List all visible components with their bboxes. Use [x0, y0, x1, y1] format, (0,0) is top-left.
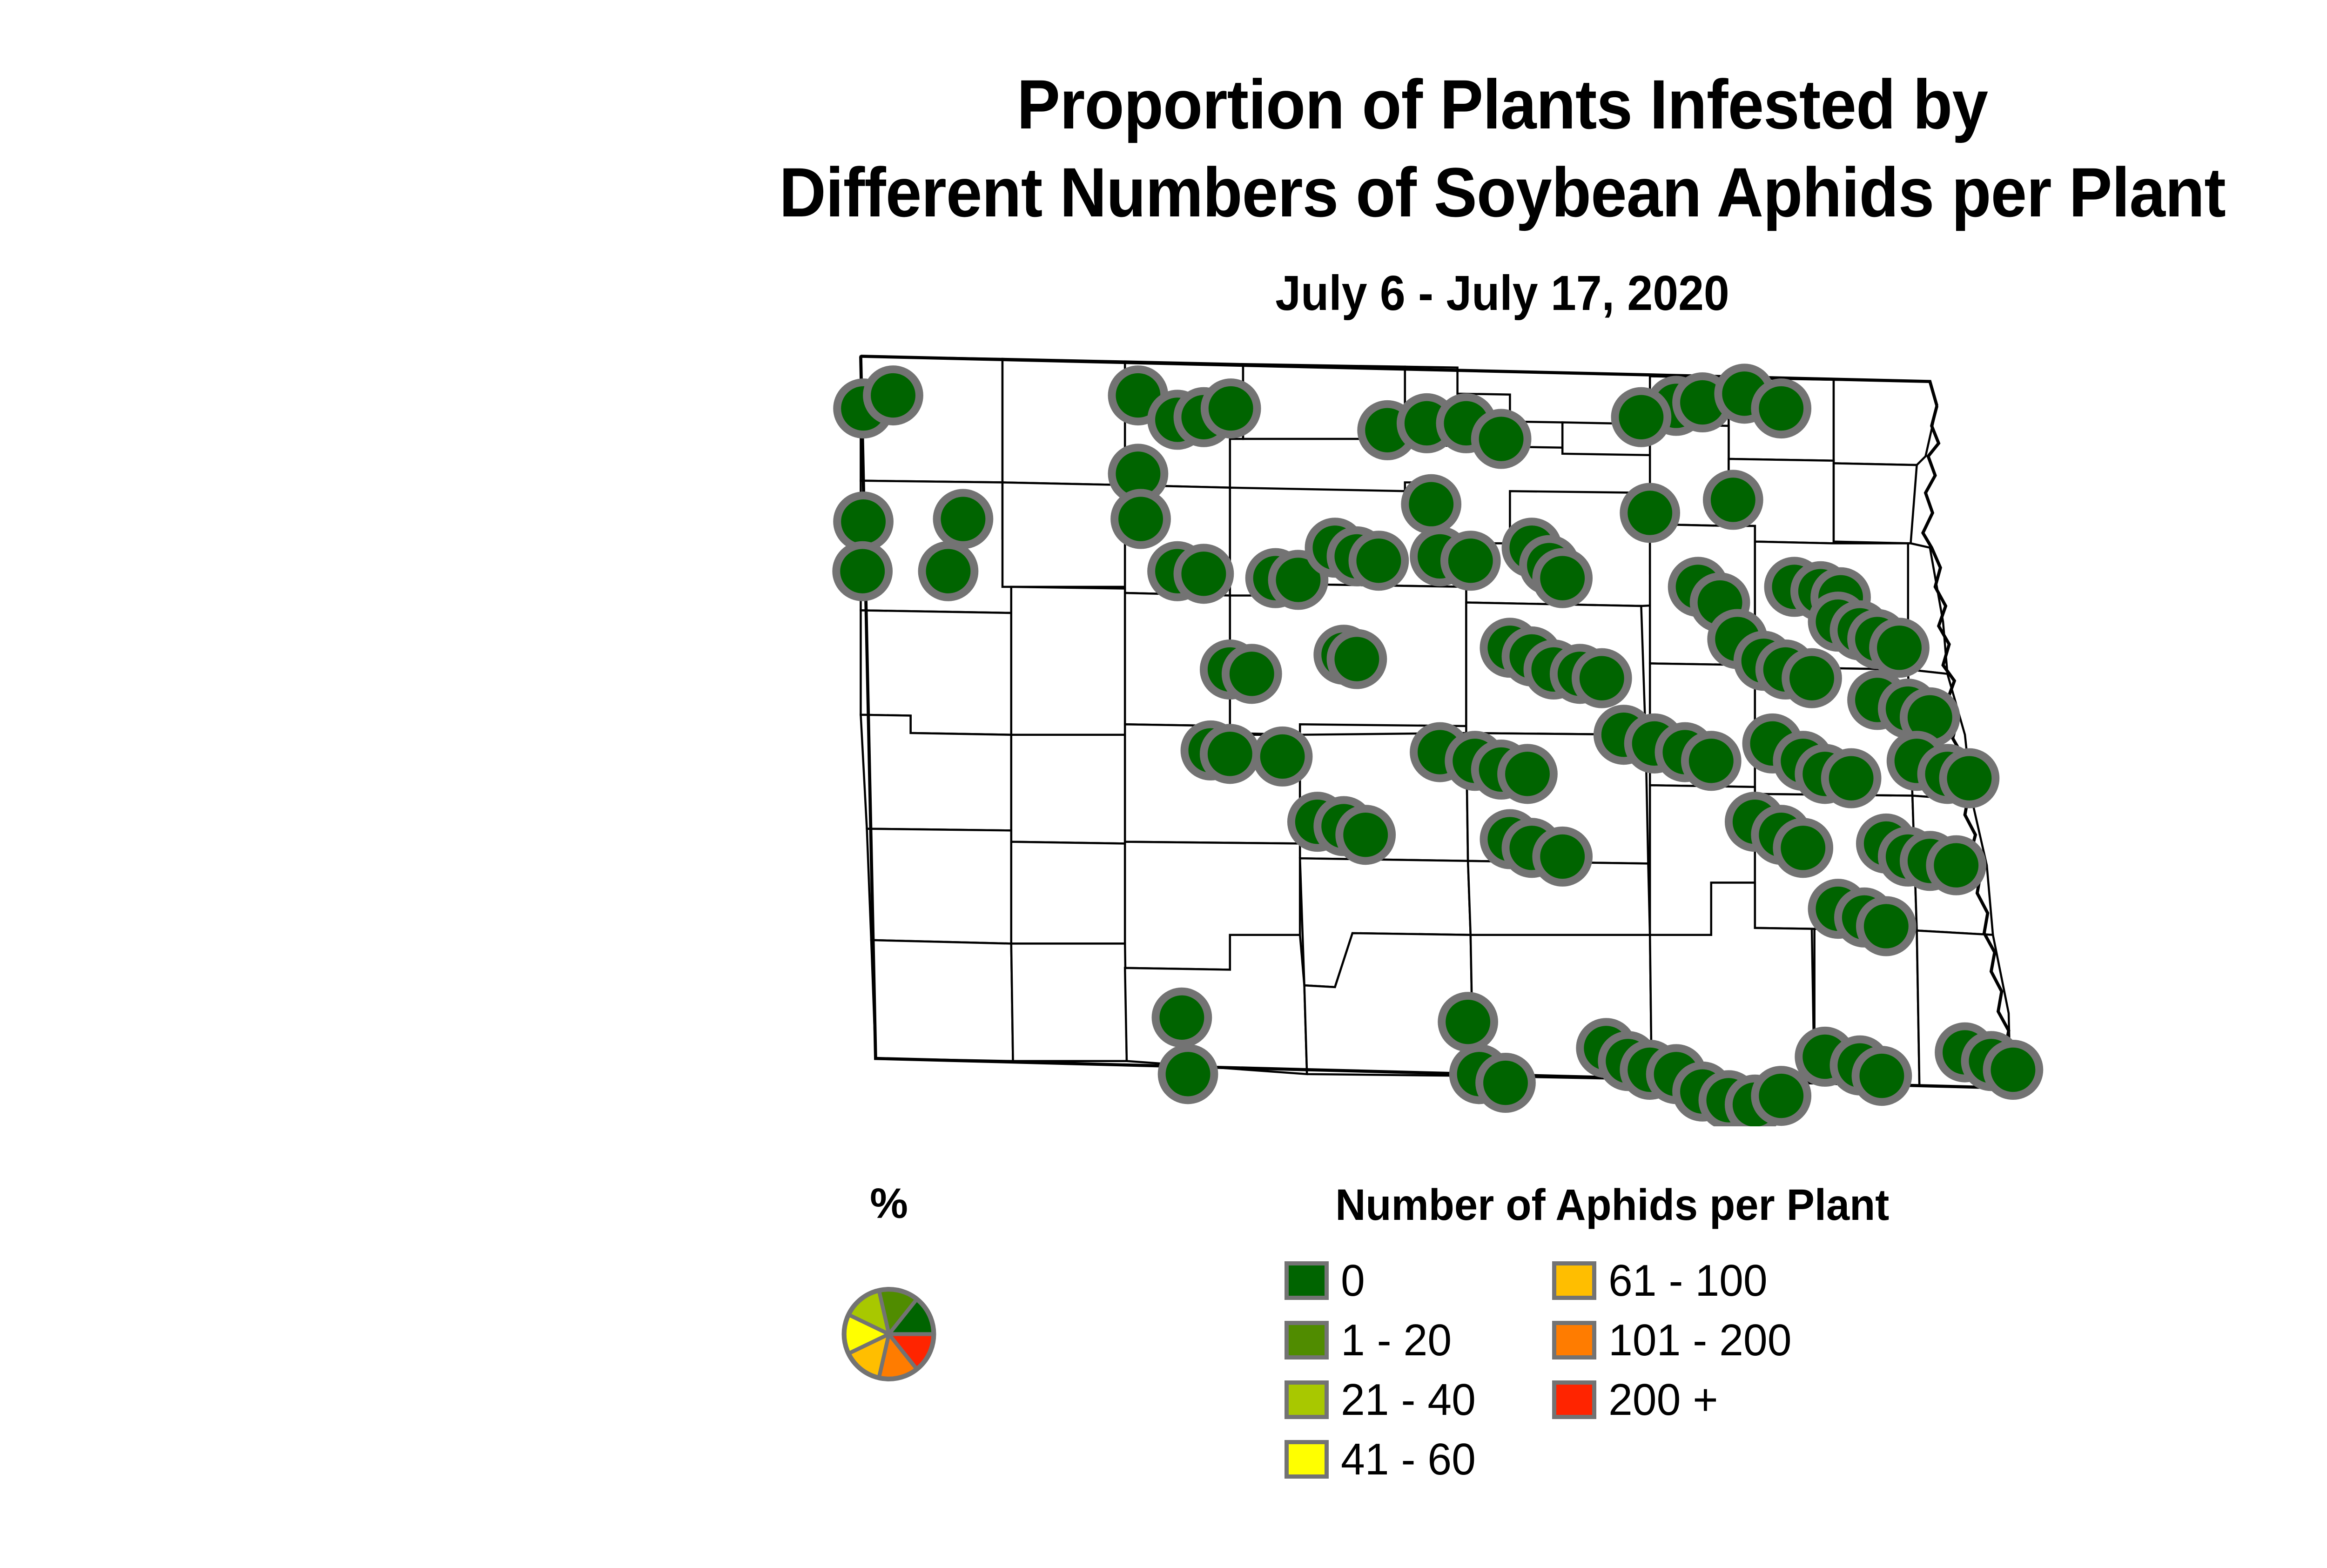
map-pie-marker[interactable] — [1869, 618, 1930, 678]
legend-item[interactable]: 61 - 100 — [1552, 1258, 1797, 1303]
legend-label: 101 - 200 — [1608, 1315, 1792, 1365]
legend-swatch — [1285, 1380, 1329, 1419]
map-pie-marker[interactable] — [933, 489, 994, 549]
chart-subtitle: July 6 - July 17, 2020 — [1275, 266, 1729, 321]
legend-item[interactable]: 1 - 20 — [1285, 1318, 1480, 1362]
map-pie-marker[interactable] — [1611, 387, 1672, 447]
legend-item[interactable]: 41 - 60 — [1285, 1437, 1480, 1481]
map-pie-marker[interactable] — [1335, 805, 1396, 865]
map-pie-marker[interactable] — [1751, 378, 1812, 439]
map-pie-marker[interactable] — [1773, 818, 1834, 878]
percent-key-label: % — [870, 1180, 908, 1227]
map-svg — [832, 355, 2044, 1126]
legend-swatch — [1552, 1380, 1596, 1419]
title-line-1: Proportion of Plants Infested by — [1016, 65, 1988, 143]
chart-title: Proportion of Plants Infested by Differe… — [0, 61, 2327, 236]
legend: Number of Aphids per Plant 0 1 - 20 21 - 4… — [1285, 1180, 2076, 1481]
pie-outline — [841, 1287, 936, 1381]
map-pie-marker[interactable] — [918, 541, 979, 601]
map-pie-marker[interactable] — [1926, 835, 1987, 895]
map-pie-marker[interactable] — [1782, 648, 1842, 708]
map-pie-marker[interactable] — [863, 365, 923, 426]
pie-chart-icon — [841, 1287, 936, 1381]
legend-item[interactable]: 0 — [1285, 1258, 1480, 1303]
legend-swatch — [1552, 1261, 1596, 1300]
percent-key: % — [791, 1182, 987, 1382]
map-pie-marker[interactable] — [833, 491, 894, 552]
legend-columns: 0 1 - 20 21 - 40 41 - 60 61 - 100 101 - 200 20… — [1285, 1258, 2076, 1481]
legend-label: 21 - 40 — [1341, 1374, 1476, 1425]
map-pie-marker[interactable] — [1532, 548, 1593, 608]
map-pie-marker[interactable] — [1110, 489, 1171, 549]
map-pie-marker[interactable] — [1440, 531, 1501, 591]
map-pie-marker[interactable] — [1401, 474, 1462, 534]
map-pie-marker[interactable] — [1268, 550, 1329, 610]
map-pie-marker[interactable] — [1532, 826, 1593, 887]
map-pie-marker[interactable] — [1571, 648, 1632, 708]
legend-swatch — [1285, 1321, 1329, 1359]
legend-item[interactable]: 200 + — [1552, 1374, 1797, 1425]
map-pie-marker[interactable] — [1252, 726, 1313, 787]
legend-item[interactable]: 101 - 200 — [1552, 1318, 1797, 1362]
legend-swatch — [1552, 1321, 1596, 1359]
map-pie-marker[interactable] — [1200, 378, 1261, 439]
legend-label: 61 - 100 — [1608, 1255, 1768, 1306]
map-pie-marker[interactable] — [1497, 744, 1558, 804]
legend-swatch — [1285, 1440, 1329, 1479]
percent-key-pie-holder — [791, 1286, 987, 1382]
legend-item[interactable]: 21 - 40 — [1285, 1374, 1480, 1425]
legend-label: 1 - 20 — [1341, 1315, 1452, 1365]
legend-label: 41 - 60 — [1341, 1434, 1476, 1484]
title-line-2: Different Numbers of Soybean Aphids per … — [779, 153, 2226, 231]
map-pie-marker[interactable] — [1438, 992, 1499, 1052]
marker-layer — [832, 363, 2044, 1126]
legend-column-0: 0 1 - 20 21 - 40 41 - 60 — [1285, 1258, 1480, 1481]
map-pie-marker[interactable] — [1851, 1046, 1912, 1106]
map-pie-marker[interactable] — [1199, 724, 1260, 784]
red-river-border — [1921, 405, 2012, 1088]
map-pie-marker[interactable] — [1983, 1039, 2044, 1100]
map-pie-marker[interactable] — [1173, 544, 1234, 604]
map-pie-marker[interactable] — [1939, 748, 2000, 808]
map-pie-marker[interactable] — [832, 541, 893, 601]
legend-column-1: 61 - 100 101 - 200 200 + — [1552, 1258, 1797, 1481]
map-pie-marker[interactable] — [1702, 470, 1763, 530]
map-pie-marker[interactable] — [1681, 731, 1742, 791]
legend-title: Number of Aphids per Plant — [1335, 1180, 1890, 1230]
map-pie-marker[interactable] — [1151, 987, 1212, 1048]
map-pie-marker[interactable] — [1620, 483, 1681, 543]
map-pie-marker[interactable] — [1475, 1053, 1536, 1113]
map-pie-marker[interactable] — [1348, 531, 1409, 591]
legend-label: 0 — [1341, 1255, 1365, 1306]
map-pie-marker[interactable] — [1471, 409, 1532, 469]
legend-swatch — [1285, 1261, 1329, 1300]
legend-label: 200 + — [1608, 1374, 1718, 1425]
map-pie-marker[interactable] — [1821, 748, 1882, 808]
map-pie-marker[interactable] — [1751, 1066, 1812, 1126]
map-pie-marker[interactable] — [1326, 629, 1387, 689]
map-pie-marker[interactable] — [1221, 644, 1282, 704]
north-dakota-map — [740, 326, 2052, 1126]
map-pie-marker[interactable] — [1157, 1044, 1218, 1104]
county-boundaries — [860, 355, 2012, 1090]
map-pie-marker[interactable] — [1856, 896, 1917, 956]
